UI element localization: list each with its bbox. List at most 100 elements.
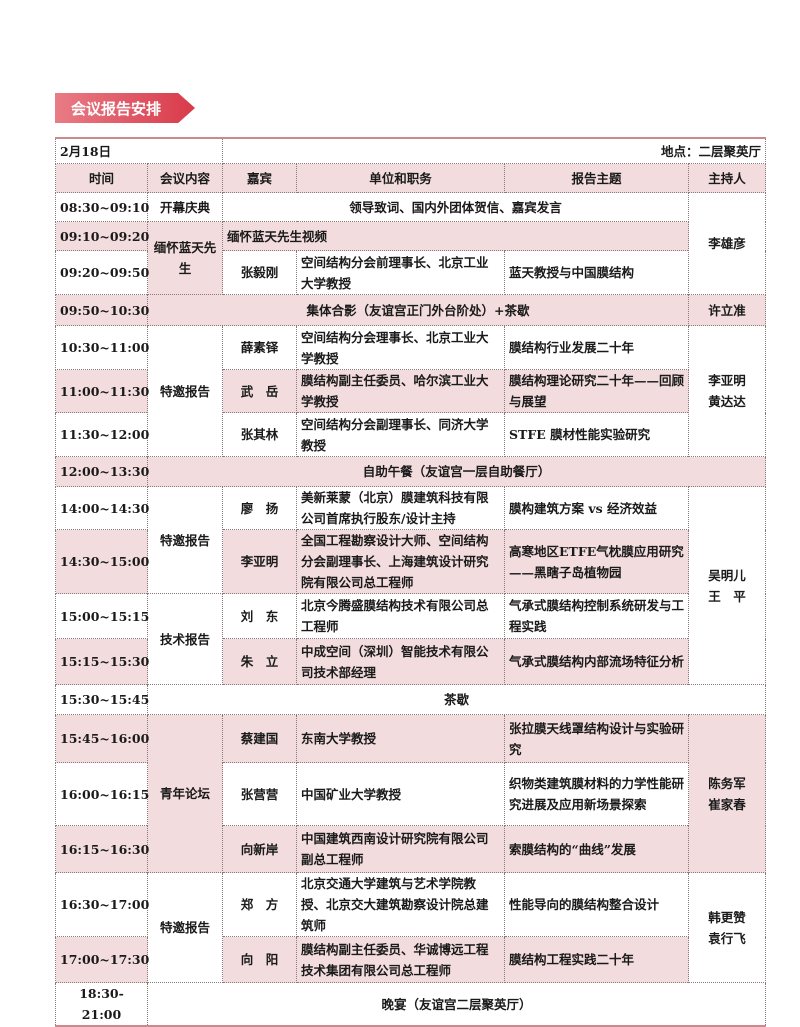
topic-cell: 气承式膜结构控制系统研发与工程实践 xyxy=(504,593,689,639)
time-cell: 14:30~15:00 xyxy=(55,529,149,594)
time-cell: 18:30-21:00 xyxy=(55,982,148,1027)
topic-cell: 织物类建筑膜材料的力学性能研究进展及应用新场景探索 xyxy=(504,762,689,826)
host-cell: 李亚明 黄达达 xyxy=(687,325,767,457)
event-cell: 领导致词、国内外团体贺信、嘉宾发言 xyxy=(222,192,689,222)
time-cell: 15:45~16:00 xyxy=(55,714,149,763)
topic-cell: 性能导向的膜结构整合设计 xyxy=(504,872,689,937)
topic-cell: STFE 膜材性能实验研究 xyxy=(504,412,689,457)
affiliation-cell: 东南大学教授 xyxy=(296,714,505,763)
table-row: 12:00~13:30 自助午餐（友谊宫一层自助餐厅） xyxy=(55,456,767,487)
affiliation-cell: 全国工程勘察设计大师、空间结构分会副理事长、上海建筑设计研究院有限公司总工程师 xyxy=(296,529,505,594)
guest-cell: 张毅刚 xyxy=(222,250,297,295)
session-cell: 缅怀蓝天先生 xyxy=(147,221,223,295)
guest-cell: 张其林 xyxy=(222,412,297,457)
table-row: 15:45~16:00 青年论坛 蔡建国 东南大学教授 张拉膜天线罩结构设计与实验研究陈… xyxy=(55,714,767,873)
column-header: 主持人 xyxy=(687,163,767,193)
venue-label: 地点：二层聚英厅 xyxy=(221,137,767,164)
guest-cell: 向新岸 xyxy=(222,825,297,873)
table-row: 17:00~17:30 向 阳膜结构副主任委员、华诚博远工程技术集团有限公司总工程… xyxy=(55,936,766,983)
time-cell: 14:00~14:30 xyxy=(55,486,149,530)
table-row: 18:30-21:00 晚宴（友谊宫二层聚英厅） xyxy=(55,982,767,1027)
topic-cell: 蓝天教授与中国膜结构 xyxy=(504,250,689,295)
table-row: 11:30~12:00 张其林 空间结构分会副理事长、同济大学教授 STFE 膜材性能… xyxy=(55,412,766,457)
time-cell: 11:00~11:30 xyxy=(55,369,149,413)
guest-cell: 李亚明 xyxy=(222,529,297,594)
time-cell: 08:30~09:10 xyxy=(55,192,149,222)
topic-cell: 膜构建筑方案 vs 经济效益 xyxy=(504,486,689,530)
affiliation-cell: 空间结构分会副理事长、同济大学教授 xyxy=(296,412,505,457)
time-cell: 15:30~15:45 xyxy=(55,684,149,715)
table-row: 15:00~15:15 技术报告刘 东北京今腾盛膜结构技术有限公司总工程师 气承式膜… xyxy=(55,593,766,685)
topic-cell: 高寒地区ETFE气枕膜应用研究——黑瞎子岛植物园 xyxy=(504,529,689,594)
host-cell: 李雄彦 xyxy=(687,192,767,295)
time-cell: 10:30~11:00 xyxy=(55,325,149,370)
column-header: 会议内容 xyxy=(147,163,223,193)
affiliation-cell: 中国矿业大学教授 xyxy=(296,762,505,826)
host-cell: 陈务军 崔家春 xyxy=(687,714,767,873)
event-cell: 茶歇 xyxy=(146,684,767,715)
table-row: 08:30~09:10 开幕庆典 领导致词、国内外团体贺信、嘉宾发言 李雄彦 xyxy=(55,192,767,295)
table-row: 09:20~09:50 张毅刚 空间结构分会前理事长、北京工业大学教授 蓝天教授与中国… xyxy=(55,250,766,295)
table-row: 14:30~15:00 李亚明 全国工程勘察设计大师、空间结构分会副理事长、上海建筑… xyxy=(55,529,766,594)
affiliation-cell: 中成空间（深圳）智能技术有限公司技术部经理 xyxy=(296,638,505,685)
table-row: 11:00~11:30 武 岳膜结构副主任委员、哈尔滨工业大学教授 膜结构理论研究二… xyxy=(55,369,766,413)
section-title: 会议报告安排 xyxy=(71,100,162,118)
affiliation-cell: 空间结构分会前理事长、北京工业大学教授 xyxy=(296,250,505,295)
session-cell: 技术报告 xyxy=(147,593,223,685)
guest-cell: 薛素铎 xyxy=(222,325,297,370)
host-cell: 韩更赞 袁行飞 xyxy=(687,872,767,983)
guest-cell: 廖 扬 xyxy=(222,486,297,530)
guest-cell: 向 阳 xyxy=(222,936,297,983)
table-row: 16:30~17:00 特邀报告郑 方北京交通大学建筑与艺术学院教授、北京交大建筑… xyxy=(55,872,767,983)
session-cell: 特邀报告 xyxy=(147,486,223,594)
column-header: 报告主题 xyxy=(504,163,689,193)
topic-cell: 气承式膜结构内部流场特征分析 xyxy=(504,638,689,685)
session-cell: 特邀报告 xyxy=(147,872,223,983)
event-cell: 晚宴（友谊宫二层聚英厅） xyxy=(146,982,767,1027)
topic-cell: 膜结构理论研究二十年——回顾与展望 xyxy=(504,369,689,413)
time-cell: 15:15~15:30 xyxy=(55,638,149,685)
affiliation-cell: 北京交通大学建筑与艺术学院教授、北京交大建筑勘察设计院总建筑师 xyxy=(296,872,505,937)
header-row: 时间 会议内容 嘉宾 单位和职务 报告主题 主持人 xyxy=(55,163,767,193)
topic-cell: 索膜结构的“曲线”发展 xyxy=(504,825,689,873)
time-cell: 11:30~12:00 xyxy=(55,412,149,457)
event-cell: 缅怀蓝天先生视频 xyxy=(222,221,689,251)
time-cell: 16:30~17:00 xyxy=(55,872,149,937)
time-cell: 16:15~16:30 xyxy=(55,825,149,873)
guest-cell: 张营营 xyxy=(222,762,297,826)
time-cell: 09:20~09:50 xyxy=(55,250,149,295)
date-row: 2月18日 地点：二层聚英厅 xyxy=(55,137,767,164)
event-cell: 自助午餐（友谊宫一层自助餐厅） xyxy=(146,456,767,487)
time-cell: 09:10~09:20 xyxy=(55,221,149,251)
session-cell: 青年论坛 xyxy=(147,714,223,873)
table-row: 16:15~16:30 向新岸 中国建筑西南设计研究院有限公司副总工程师 索膜结构的“… xyxy=(55,825,766,873)
table-row: 09:50~10:30 集体合影（友谊宫正门外台阶处）+茶歇 许立准 xyxy=(55,294,767,326)
guest-cell: 郑 方 xyxy=(222,872,297,937)
affiliation-cell: 膜结构副主任委员、哈尔滨工业大学教授 xyxy=(296,369,505,413)
table-row: 15:15~15:30 朱 立中成空间（深圳）智能技术有限公司技术部经理 气承式膜结… xyxy=(55,638,766,685)
guest-cell: 刘 东 xyxy=(222,593,297,639)
column-header: 嘉宾 xyxy=(222,163,297,193)
topic-cell: 膜结构行业发展二十年 xyxy=(504,325,689,370)
time-cell: 12:00~13:30 xyxy=(55,456,149,487)
time-cell: 15:00~15:15 xyxy=(55,593,149,639)
topic-cell: 张拉膜天线罩结构设计与实验研究 xyxy=(504,714,689,763)
guest-cell: 蔡建国 xyxy=(222,714,297,763)
date-label: 2月18日 xyxy=(55,137,223,164)
affiliation-cell: 膜结构副主任委员、华诚博远工程技术集团有限公司总工程师 xyxy=(296,936,505,983)
column-header: 单位和职务 xyxy=(296,163,505,193)
column-header: 时间 xyxy=(55,163,148,193)
host-cell: 许立准 xyxy=(687,294,767,326)
schedule-table: 2月18日 地点：二层聚英厅 时间 会议内容 嘉宾 单位和职务 报告主题 主持人 08:30~0… xyxy=(55,137,767,1027)
time-cell: 09:50~10:30 xyxy=(55,294,149,326)
guest-cell: 朱 立 xyxy=(222,638,297,685)
affiliation-cell: 美新莱蒙（北京）膜建筑科技有限公司首席执行股东/设计主持 xyxy=(296,486,505,530)
session-cell: 特邀报告 xyxy=(147,325,223,457)
time-cell: 16:00~16:15 xyxy=(55,762,149,826)
topic-cell: 膜结构工程实践二十年 xyxy=(504,936,689,983)
affiliation-cell: 中国建筑西南设计研究院有限公司副总工程师 xyxy=(296,825,505,873)
table-row: 14:00~14:30 特邀报告廖 扬美新莱蒙（北京）膜建筑科技有限公司首席执行股… xyxy=(55,486,767,685)
affiliation-cell: 空间结构分会理事长、北京工业大学教授 xyxy=(296,325,505,370)
session-cell: 开幕庆典 xyxy=(147,192,223,222)
table-row: 09:10~09:20 缅怀蓝天先生 缅怀蓝天先生视频 xyxy=(55,221,766,295)
